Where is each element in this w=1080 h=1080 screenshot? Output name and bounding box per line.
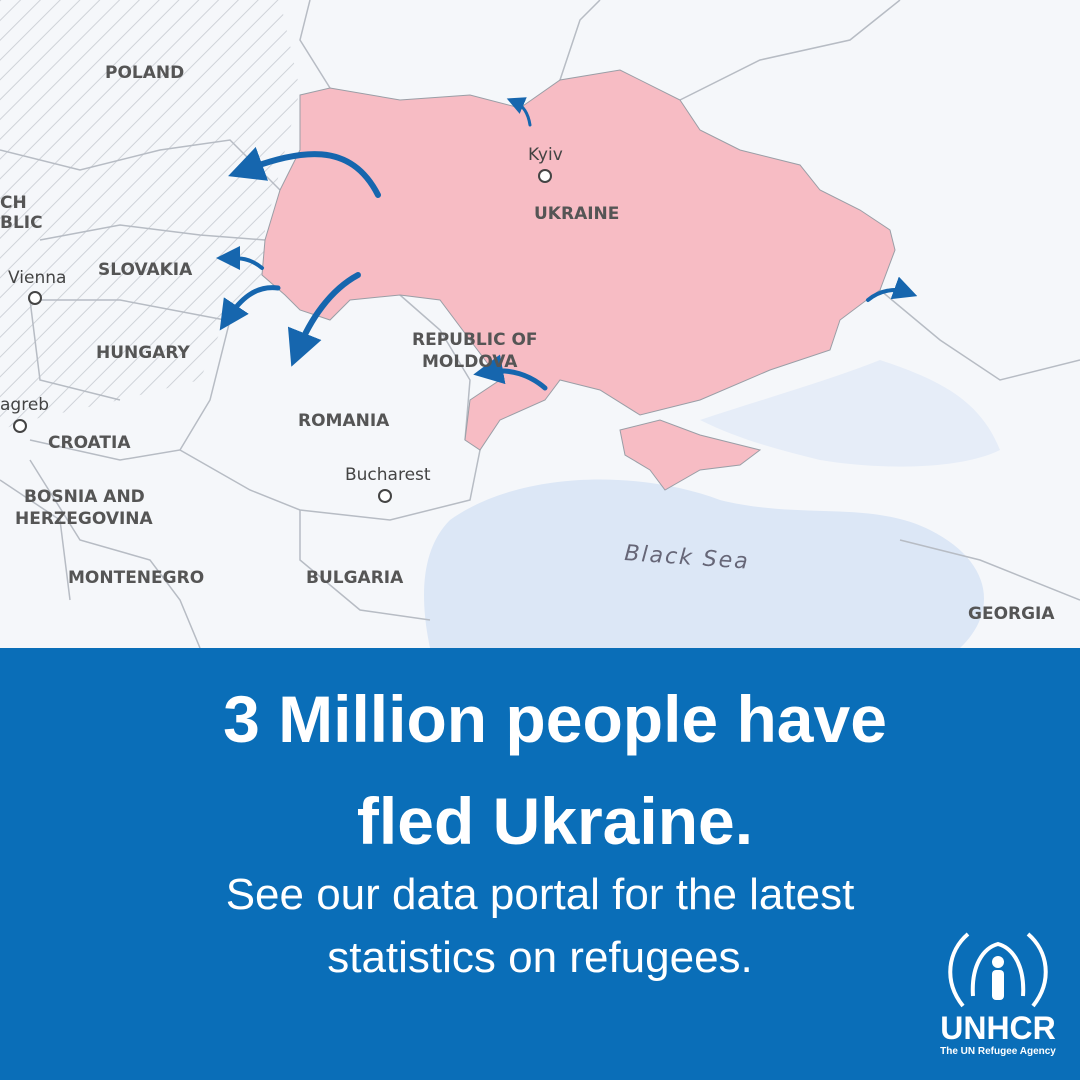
logo-emblem <box>948 932 1048 1008</box>
azov-sea <box>700 360 1000 467</box>
crimea <box>619 419 762 491</box>
headline: fled Ukraine. <box>356 784 754 858</box>
country-label: MONTENEGRO <box>68 568 204 588</box>
subtext: statistics on refugees. <box>327 933 753 982</box>
country-label: BOSNIA AND <box>24 487 145 507</box>
country-label: POLAND <box>105 63 184 83</box>
city-label: Kyiv <box>528 145 563 165</box>
black-sea <box>424 479 984 648</box>
country-label: BLIC <box>0 213 43 233</box>
country-label: CH <box>0 193 27 213</box>
country-label: SLOVAKIA <box>98 260 193 280</box>
country-label: UKRAINE <box>534 204 619 224</box>
city-label: Vienna <box>8 268 66 288</box>
country-label: HERZEGOVINA <box>15 509 154 529</box>
borders <box>0 0 1080 648</box>
logo-tagline: The UN Refugee Agency <box>940 1046 1056 1057</box>
city-label: Bucharest <box>345 465 431 485</box>
subtext: See our data portal for the latest <box>225 870 855 919</box>
hatched-area <box>0 0 300 430</box>
headline: 3 Million people have <box>223 682 887 756</box>
country-label: BULGARIA <box>306 568 404 588</box>
city-label: agreb <box>0 395 49 415</box>
logo-name: UNHCR <box>940 1010 1056 1046</box>
country-label: CROATIA <box>48 433 131 453</box>
city-markers <box>13 169 552 503</box>
country-label: ROMANIA <box>298 411 390 431</box>
country-label: MOLDOVA <box>422 352 518 372</box>
info-panel: 3 Million people have fled Ukraine. See … <box>0 648 1080 1080</box>
country-label: REPUBLIC OF <box>412 330 538 350</box>
map: POLAND CH BLIC Vienna SLOVAKIA HUNGARY a… <box>0 0 1080 648</box>
arrows <box>216 97 918 391</box>
country-label: GEORGIA <box>968 604 1055 624</box>
country-label: HUNGARY <box>96 343 191 363</box>
ukraine <box>261 69 896 451</box>
